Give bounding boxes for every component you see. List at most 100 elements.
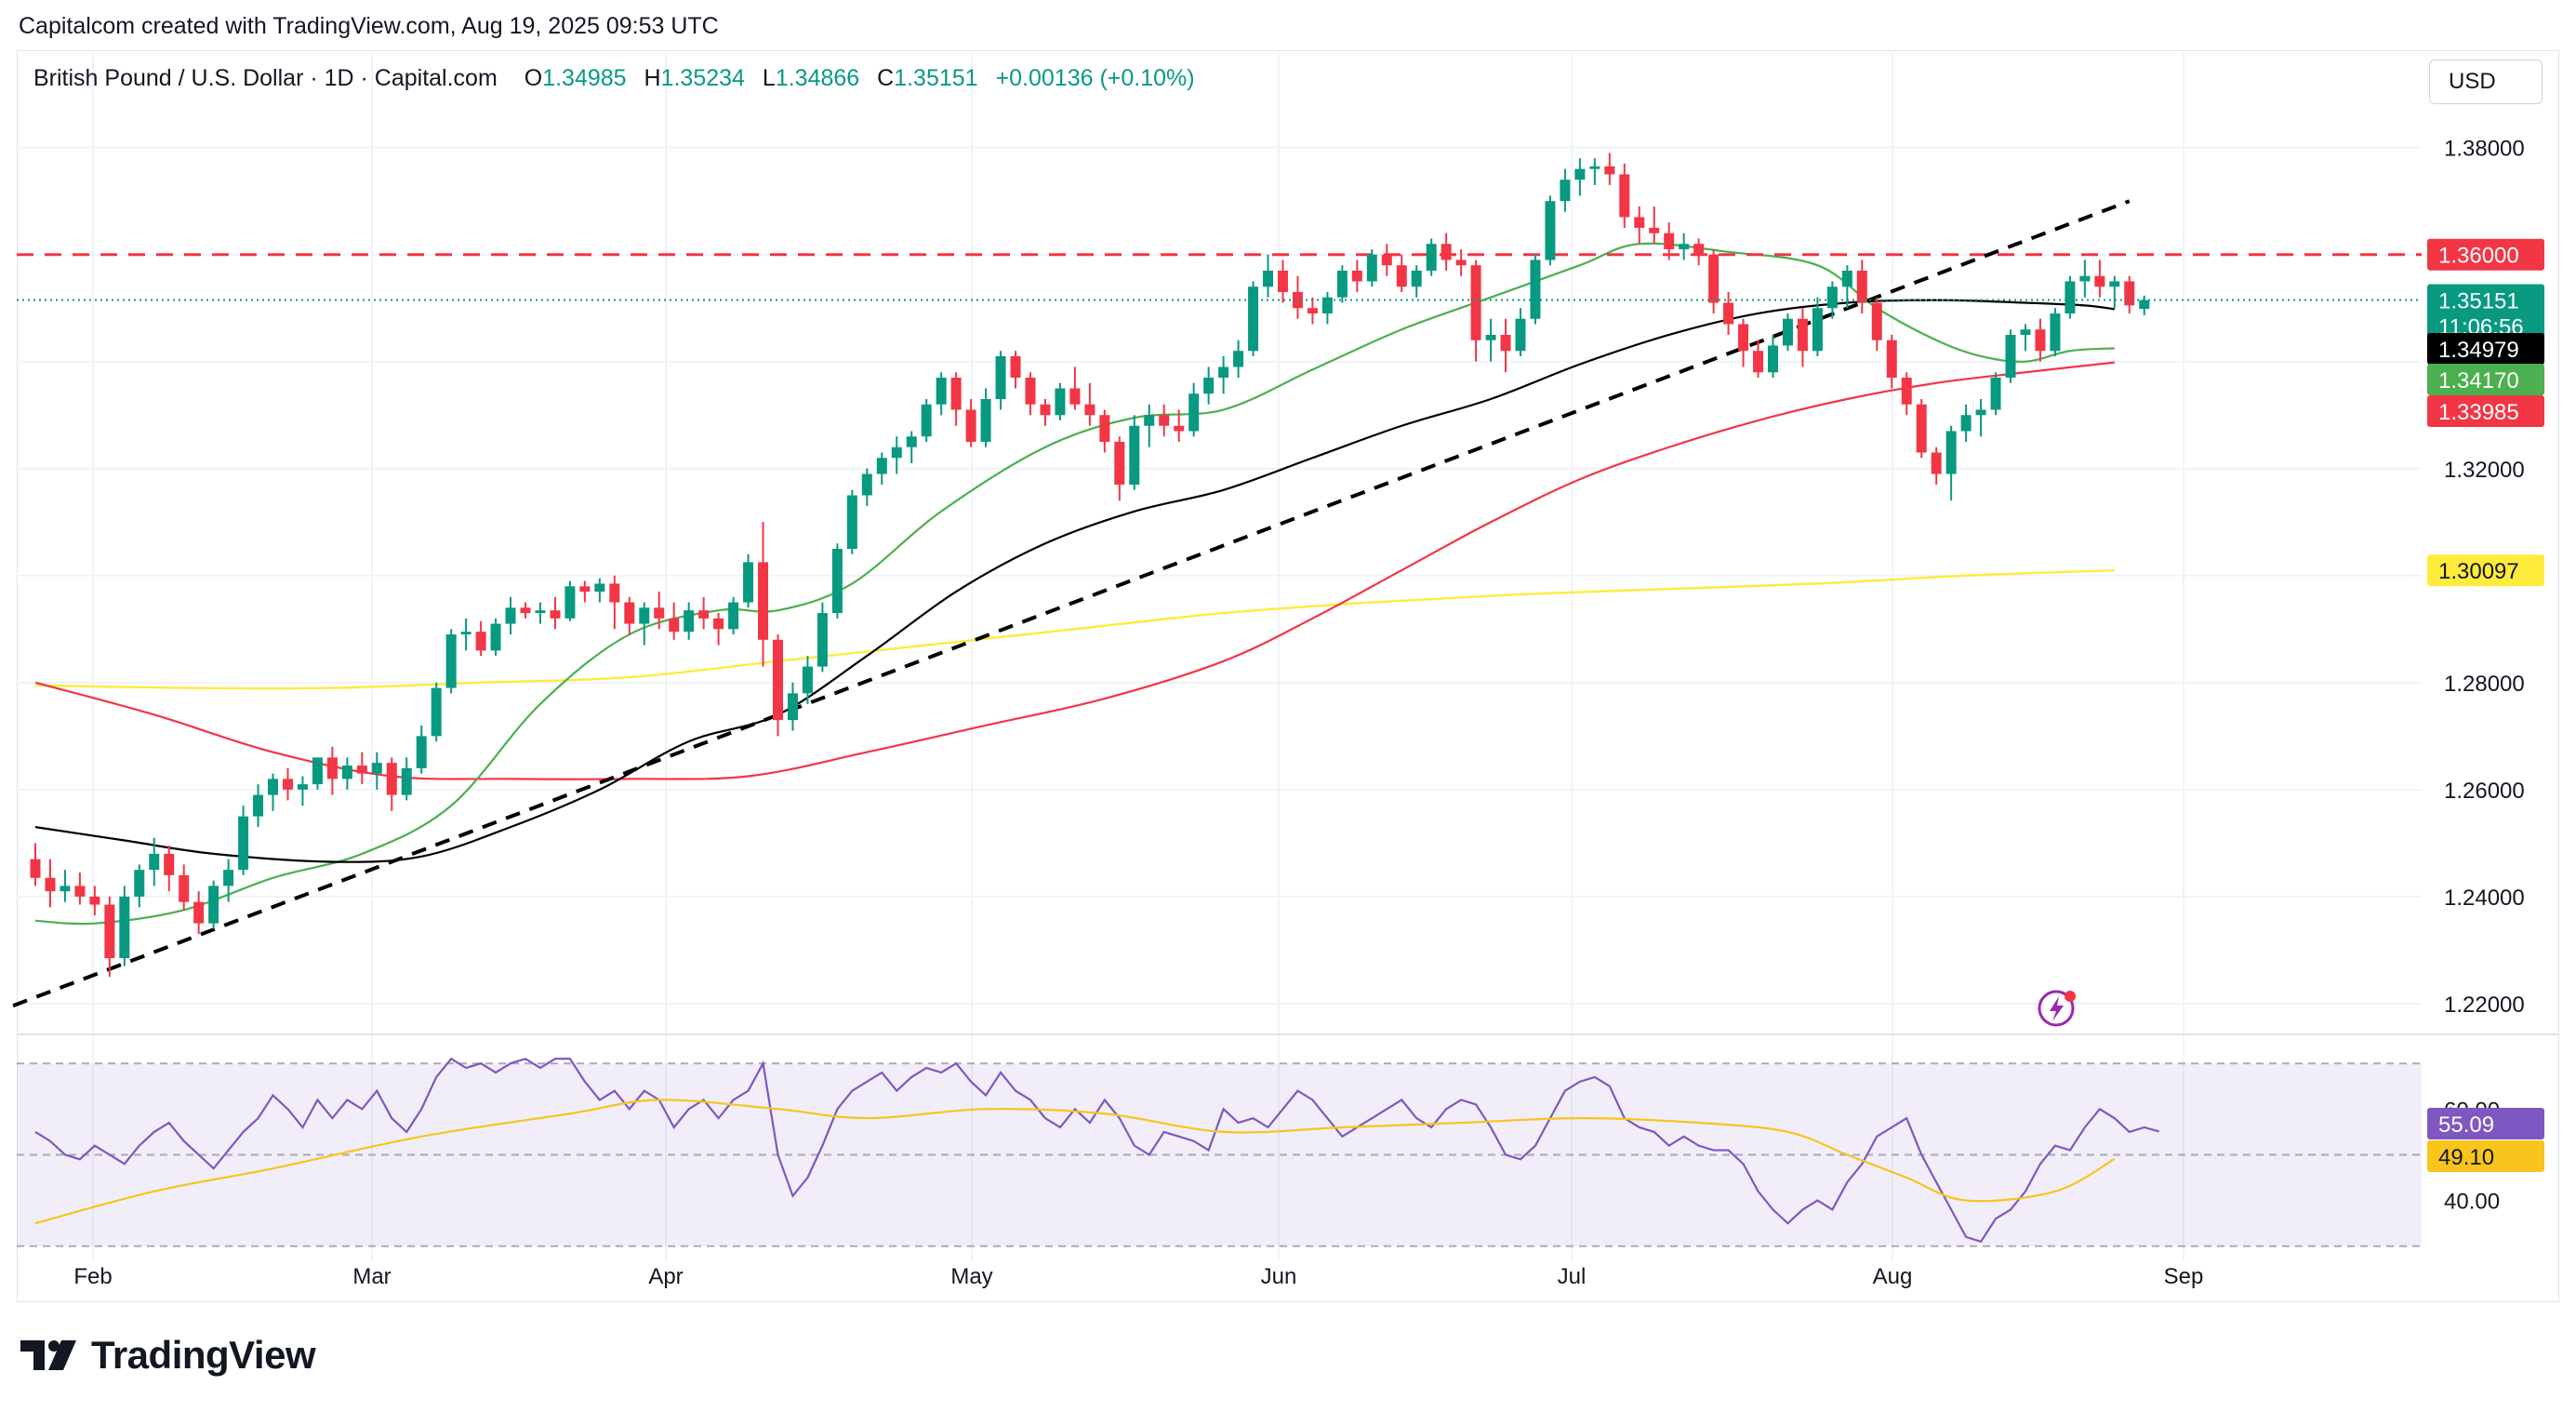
- candle-body: [758, 562, 769, 640]
- candle-body: [891, 446, 902, 459]
- candle: [1455, 248, 1467, 276]
- candle-body: [728, 602, 739, 630]
- candle: [1307, 297, 1318, 325]
- candle-body: [1797, 318, 1808, 352]
- candle-body: [1336, 270, 1348, 298]
- candle-body: [1975, 409, 1986, 416]
- candle-body: [1515, 318, 1526, 352]
- candle: [743, 553, 754, 608]
- candle-body: [1649, 227, 1660, 233]
- candle: [1945, 425, 1957, 501]
- candle: [1099, 409, 1110, 453]
- candle: [208, 880, 219, 929]
- candle: [1500, 318, 1511, 373]
- candle-body: [1381, 254, 1392, 266]
- candle-body: [371, 763, 382, 774]
- candle: [758, 522, 769, 667]
- candle: [1218, 355, 1229, 394]
- candle: [2109, 275, 2120, 309]
- candle-body: [787, 693, 798, 721]
- candle-body: [1040, 404, 1051, 416]
- candle: [520, 602, 531, 619]
- candle: [1188, 382, 1200, 437]
- candle: [45, 859, 56, 908]
- candle: [1069, 366, 1081, 410]
- candle-body: [1010, 355, 1021, 378]
- candle: [1960, 404, 1972, 443]
- candle: [550, 596, 561, 630]
- candle-body: [386, 763, 397, 795]
- candle: [2094, 260, 2105, 298]
- candle-body: [831, 549, 843, 614]
- candle: [1753, 340, 1764, 378]
- candle: [1084, 382, 1095, 426]
- candle-body: [950, 377, 962, 410]
- candle-body: [164, 853, 175, 875]
- candle: [1679, 233, 1690, 260]
- time-tick-label: Feb: [73, 1264, 112, 1289]
- candle: [1381, 244, 1392, 276]
- candle: [2050, 308, 2061, 356]
- time-tick-label: May: [950, 1264, 992, 1289]
- tradingview-logo[interactable]: TradingView: [20, 1332, 316, 1379]
- candle-body: [980, 398, 991, 443]
- candle: [505, 596, 516, 635]
- lightning-alert-icon[interactable]: [2038, 990, 2076, 1027]
- candle-body: [1233, 351, 1244, 367]
- candle-body: [1321, 297, 1333, 313]
- candle-body: [223, 870, 234, 886]
- ma50-price-tag-text: 1.34979: [2438, 338, 2519, 363]
- candle: [1351, 260, 1362, 292]
- candle: [1916, 398, 1927, 459]
- candle-body: [1841, 270, 1852, 287]
- candle: [1589, 158, 1600, 185]
- candle: [1530, 254, 1541, 325]
- candle: [223, 859, 234, 902]
- candle: [891, 436, 902, 474]
- candle: [416, 725, 427, 774]
- ma20-price-tag-bg: [2427, 364, 2544, 395]
- candle: [1931, 446, 1942, 486]
- candle-body: [1738, 324, 1749, 352]
- ma200-price-tag-text: 1.30097: [2438, 559, 2519, 584]
- candle: [1767, 334, 1778, 378]
- currency-button[interactable]: USD: [2429, 60, 2543, 104]
- candle: [906, 431, 917, 464]
- symbol-name[interactable]: British Pound / U.S. Dollar · 1D · Capit…: [33, 65, 498, 91]
- candle-body: [431, 687, 442, 737]
- close-value: 1.35151: [894, 65, 978, 91]
- rsi-tick-label: 40.00: [2444, 1190, 2500, 1215]
- candle: [164, 846, 175, 892]
- candle-body: [550, 610, 561, 619]
- candle: [2139, 295, 2150, 315]
- candle: [312, 757, 323, 790]
- time-tick-label: Sep: [2164, 1264, 2204, 1289]
- candle-body: [1826, 286, 1838, 309]
- candle-body: [1679, 244, 1690, 249]
- candle-body: [1604, 166, 1615, 175]
- candle: [179, 864, 190, 911]
- candle: [1010, 351, 1021, 389]
- candle-body: [1990, 377, 2001, 410]
- candle-body: [594, 583, 605, 593]
- candle-body: [490, 623, 501, 651]
- candle-body: [1812, 308, 1823, 352]
- candle-body: [2065, 281, 2076, 313]
- candle: [1812, 297, 1823, 356]
- candle-body: [1545, 201, 1556, 260]
- candle: [282, 767, 293, 801]
- candle-body: [238, 816, 249, 871]
- candle-body: [505, 607, 516, 624]
- rsi-line: [34, 1057, 2160, 1244]
- time-tick-label: Jul: [1558, 1264, 1587, 1289]
- ma100-price-tag-text: 1.33985: [2438, 400, 2519, 425]
- candle-body: [713, 618, 724, 630]
- ma50-price-tag: 1.34979: [2427, 333, 2544, 365]
- candle: [1738, 318, 1749, 367]
- candle: [445, 629, 457, 694]
- candle: [1856, 260, 1867, 313]
- candle-body: [45, 877, 56, 892]
- candle-body: [1574, 168, 1586, 180]
